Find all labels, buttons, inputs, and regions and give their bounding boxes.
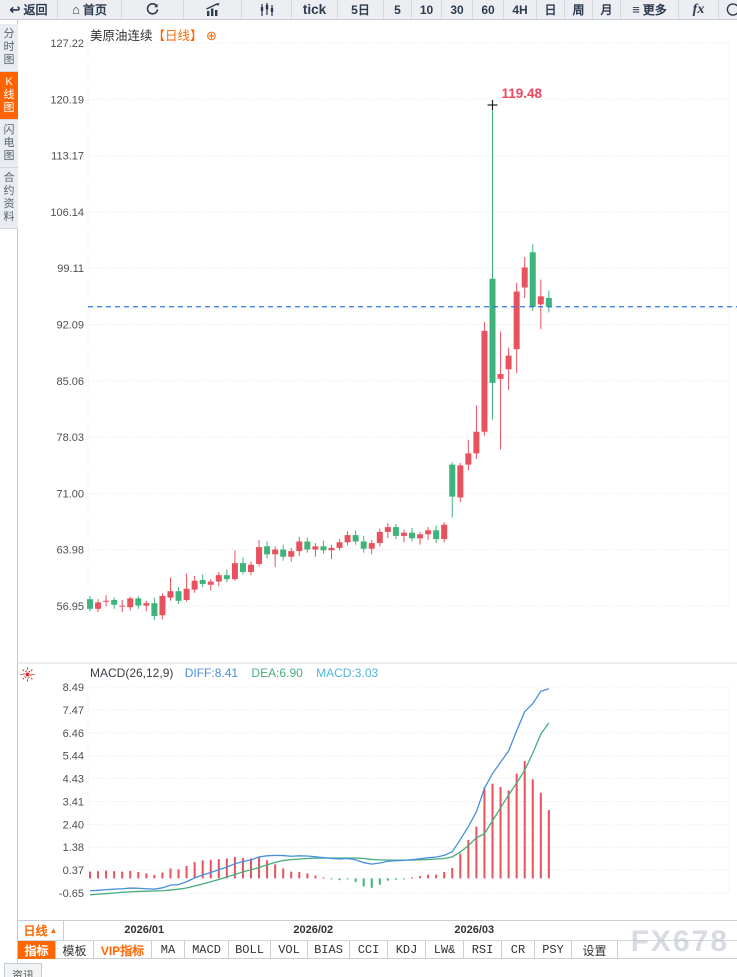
x-axis-month-label: 2026/03: [454, 924, 495, 936]
sidebar-tab-lightning-chart[interactable]: 闪电图: [0, 120, 18, 168]
hamburger-icon: ≡: [632, 2, 640, 17]
line-chart-mode-button[interactable]: [184, 0, 242, 19]
x-axis-strip: 日线 ▲ 2026/01 2026/02 2026/03: [18, 920, 737, 940]
svg-text:71.00: 71.00: [56, 488, 84, 500]
period-tag: 【日线】: [152, 29, 203, 43]
back-icon: ↩: [9, 1, 21, 17]
add-indicator-button[interactable]: ⊕: [206, 28, 217, 43]
macd-dea-value: DEA:6.90: [251, 666, 303, 680]
chart-title: 美原油连续【日线】 ⊕: [90, 25, 217, 44]
svg-text:5.44: 5.44: [63, 751, 84, 763]
period-5min-button[interactable]: 5: [384, 0, 412, 19]
candlestick-icon: [259, 2, 275, 17]
candle-mode-button[interactable]: [242, 0, 292, 19]
svg-text:6.46: 6.46: [63, 728, 84, 740]
svg-text:1.38: 1.38: [63, 842, 84, 854]
period-day-button[interactable]: 日: [537, 0, 565, 19]
home-icon: ⌂: [72, 2, 80, 17]
svg-text:63.98: 63.98: [56, 545, 84, 557]
macd-params-label: MACD(26,12,9): [90, 666, 174, 680]
top-toolbar: ↩ 返回 ⌂ 首页 tick 5日 5 10 30 60 4H 日: [0, 0, 737, 20]
svg-text:99.11: 99.11: [57, 263, 84, 275]
indicator-settings-sun-icon[interactable]: [20, 667, 35, 687]
period-tick-button[interactable]: tick: [292, 0, 338, 19]
x-axis-month-label: 2026/01: [124, 924, 165, 936]
sidebar-tab-time-chart[interactable]: 分时图: [0, 24, 18, 72]
tab-cci[interactable]: CCI: [350, 941, 388, 959]
macd-diff-value: DIFF:8.41: [184, 666, 239, 680]
svg-text:85.06: 85.06: [56, 376, 84, 388]
macd-macd-value: MACD:3.03: [316, 666, 379, 680]
svg-text:127.22: 127.22: [50, 38, 84, 50]
tab-vol[interactable]: VOL: [271, 941, 308, 959]
svg-text:4.43: 4.43: [63, 774, 84, 786]
period-4h-button[interactable]: 4H: [504, 0, 537, 19]
tab-cr[interactable]: CR: [502, 941, 535, 959]
tab-lwr[interactable]: LW&: [426, 941, 464, 959]
tab-vip-indicators[interactable]: VIP指标: [94, 941, 152, 959]
tab-rsi[interactable]: RSI: [464, 941, 502, 959]
tab-psy[interactable]: PSY: [535, 941, 572, 959]
bar-chart-icon: [205, 2, 221, 17]
tab-kdj[interactable]: KDJ: [388, 941, 426, 959]
back-button[interactable]: ↩ 返回: [0, 0, 58, 19]
period-10min-button[interactable]: 10: [412, 0, 442, 19]
symbol-name: 美原油连续: [90, 29, 153, 43]
svg-text:2.40: 2.40: [63, 819, 84, 831]
more-button[interactable]: ≡ 更多: [621, 0, 679, 19]
tab-bias[interactable]: BIAS: [308, 941, 350, 959]
sidebar-tab-contract-info[interactable]: 合约资料: [0, 168, 18, 229]
svg-text:78.03: 78.03: [56, 432, 84, 444]
indicator-tab-row: 指标 模板 VIP指标 MA MACD BOLL VOL BIAS CCI KD…: [18, 940, 737, 959]
formula-fx-button[interactable]: fx: [679, 0, 719, 19]
svg-text:8.49: 8.49: [63, 682, 84, 694]
triangle-up-icon: ▲: [49, 926, 58, 935]
period-30min-button[interactable]: 30: [442, 0, 473, 19]
svg-text:120.19: 120.19: [50, 94, 84, 106]
svg-text:-0.65: -0.65: [59, 888, 84, 900]
svg-text:106.14: 106.14: [50, 207, 84, 219]
period-60min-button[interactable]: 60: [473, 0, 504, 19]
svg-text:3.41: 3.41: [63, 796, 84, 808]
svg-text:92.09: 92.09: [56, 319, 84, 331]
svg-text:119.48: 119.48: [502, 86, 543, 101]
candlestick-macd-chart[interactable]: 127.22 120.19 113.17 106.14 99.11 92.09 85.06 7…: [18, 20, 737, 920]
clock-partial-icon: [723, 2, 737, 17]
period-month-button[interactable]: 月: [593, 0, 621, 19]
period-5day-button[interactable]: 5日: [338, 0, 384, 19]
tab-indicators[interactable]: 指标: [18, 941, 56, 959]
tab-templates[interactable]: 模板: [56, 941, 94, 959]
macd-header: MACD(26,12,9) DIFF:8.41 DEA:6.90 MACD:3.…: [90, 666, 378, 680]
svg-text:0.37: 0.37: [63, 865, 84, 877]
tab-news[interactable]: 资讯: [4, 963, 42, 977]
svg-text:113.17: 113.17: [51, 151, 84, 163]
home-button[interactable]: ⌂ 首页: [58, 0, 122, 19]
tab-macd[interactable]: MACD: [185, 941, 229, 959]
svg-text:56.95: 56.95: [56, 601, 84, 613]
period-dropdown[interactable]: 日线 ▲: [18, 921, 64, 940]
period-week-button[interactable]: 周: [565, 0, 593, 19]
x-axis-month-label: 2026/02: [293, 924, 334, 936]
svg-text:7.47: 7.47: [63, 705, 84, 717]
refresh-icon: [145, 2, 160, 17]
left-sidebar: 分时图 K线图 闪电图 合约资料: [0, 20, 18, 977]
clock-button[interactable]: [719, 0, 737, 19]
tab-boll[interactable]: BOLL: [229, 941, 271, 959]
chart-region: 美原油连续【日线】 ⊕ 127.22 120.19 113.17 106.14 99.1…: [18, 20, 737, 920]
tab-ma[interactable]: MA: [152, 941, 185, 959]
tab-settings[interactable]: 设置: [572, 941, 618, 959]
sidebar-tab-kline-chart[interactable]: K线图: [0, 72, 18, 120]
refresh-button[interactable]: [122, 0, 184, 19]
